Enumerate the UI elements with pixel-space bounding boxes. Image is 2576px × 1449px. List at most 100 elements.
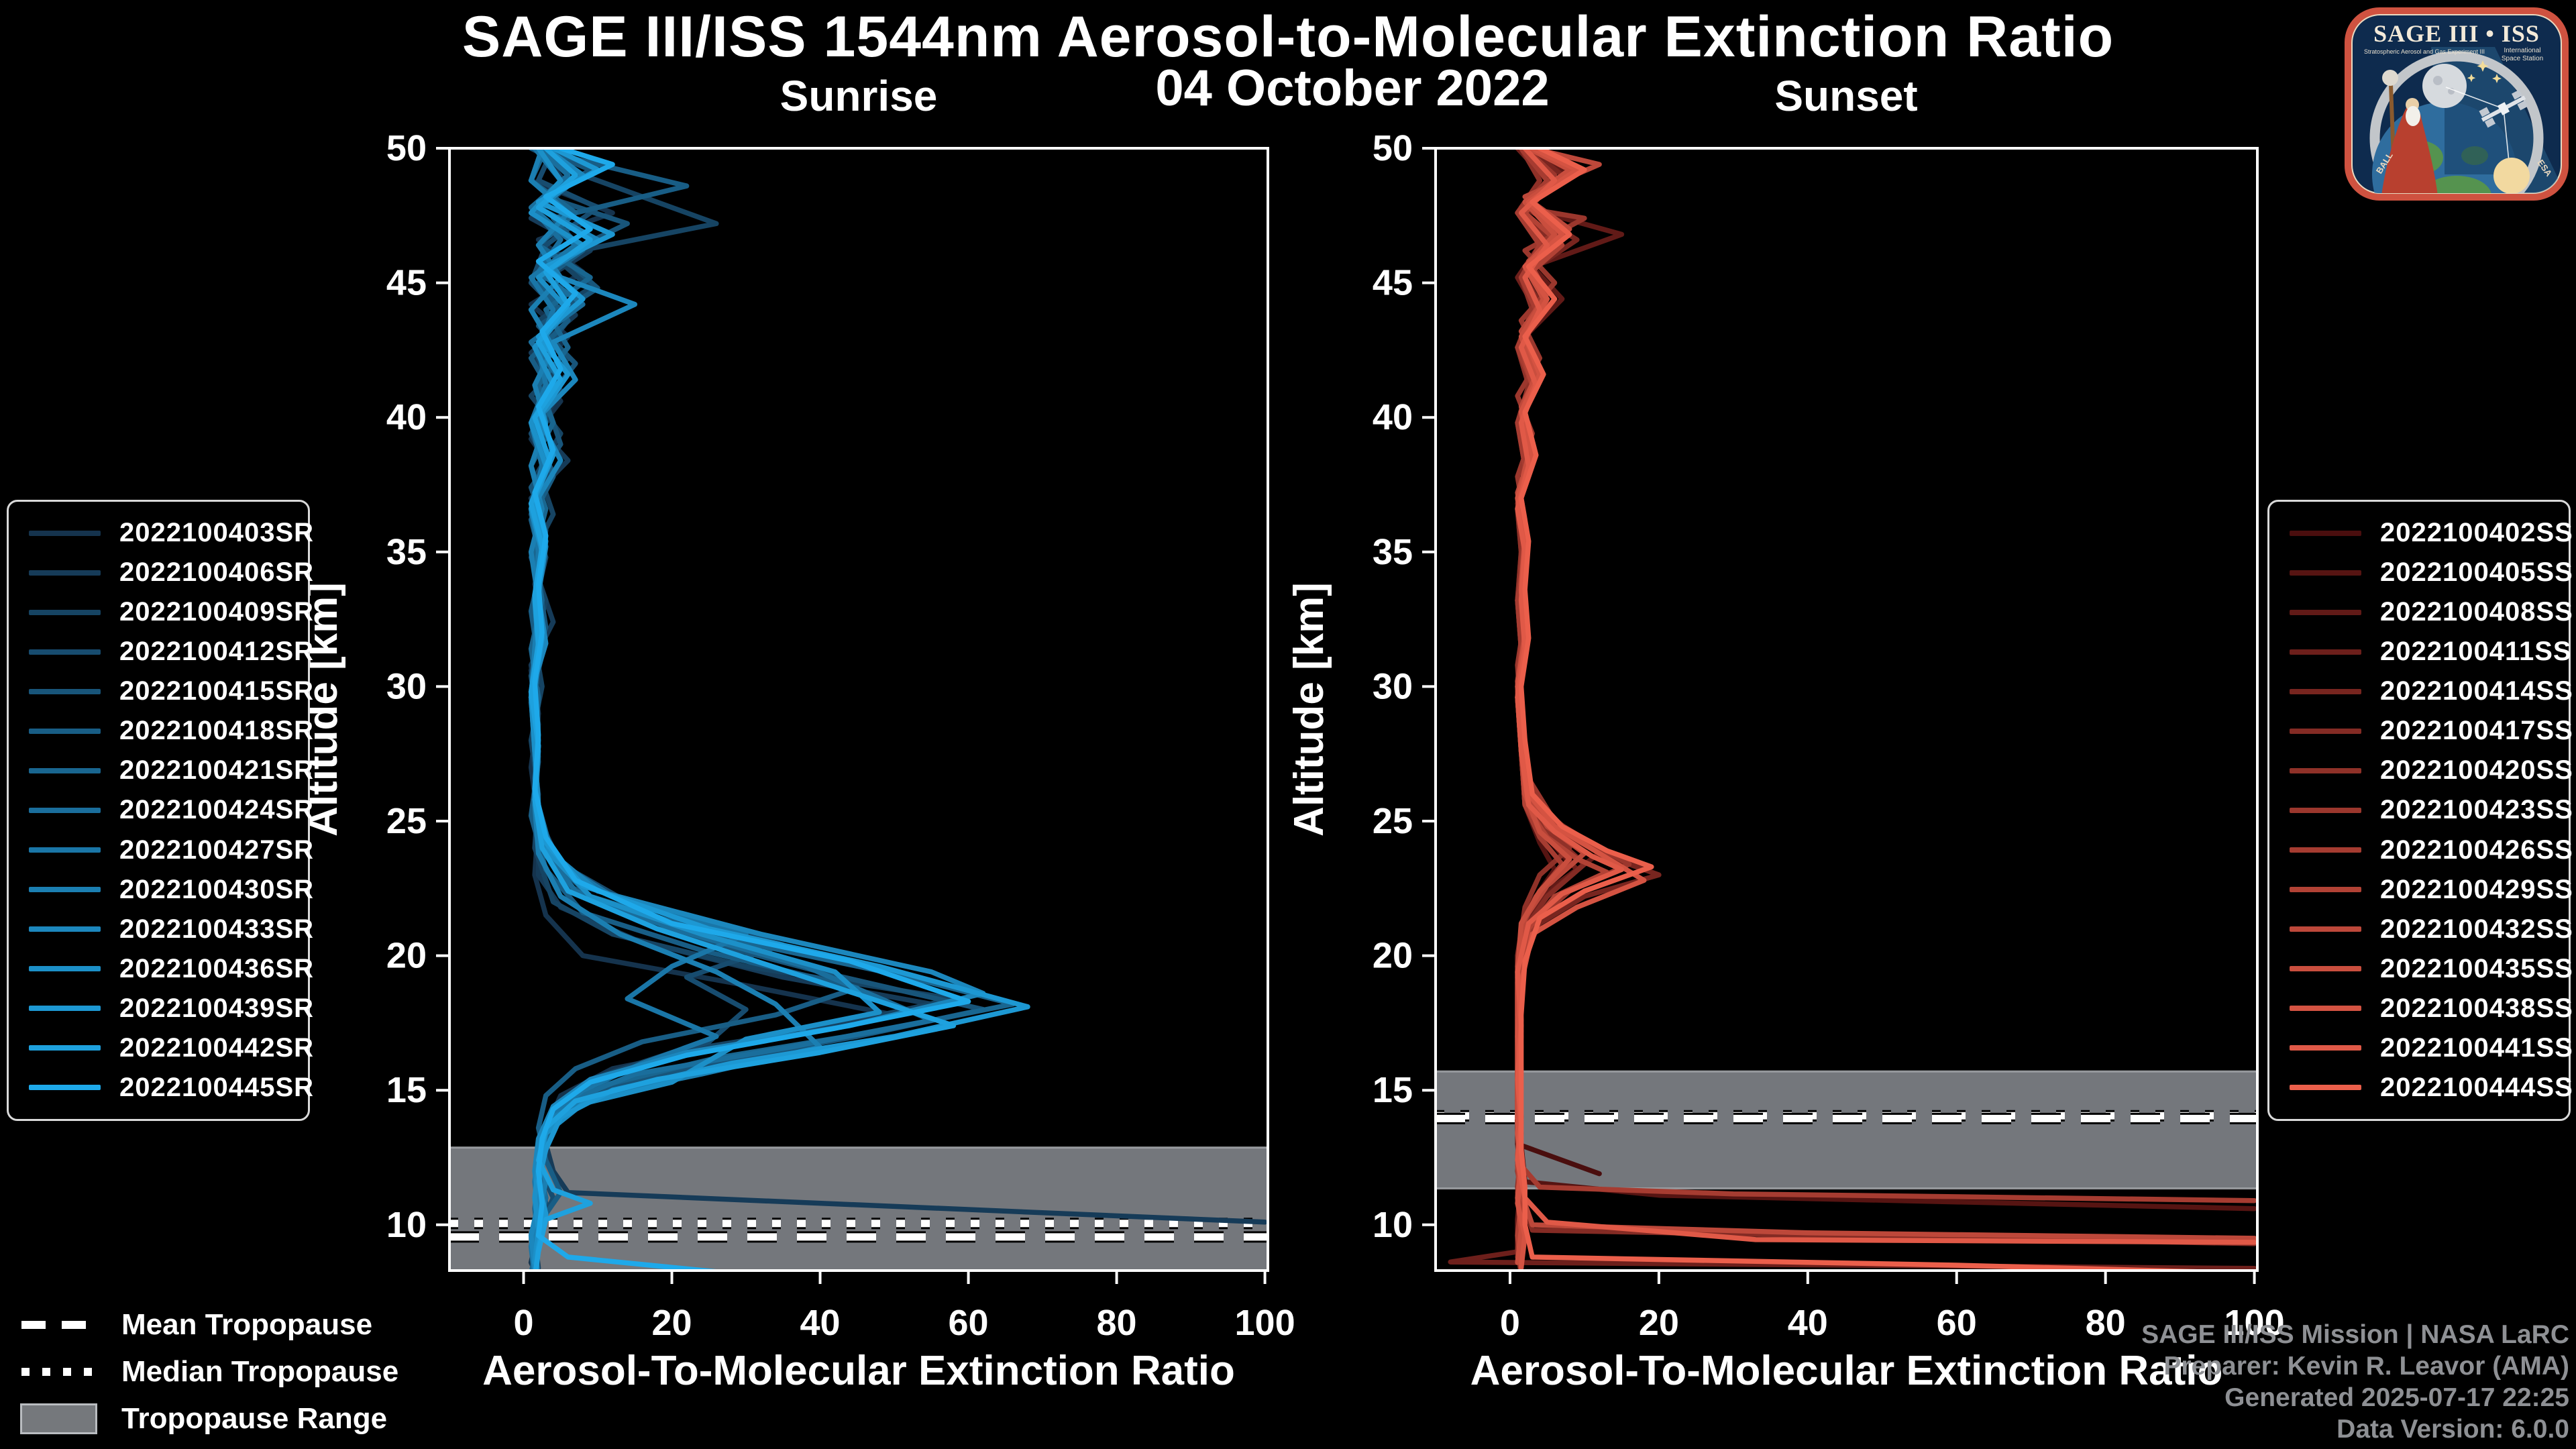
- mean-tropopause-label: Mean Tropopause: [121, 1308, 373, 1341]
- x-tick-label: 60: [949, 1303, 989, 1343]
- legend-item: 2022100444SS: [2290, 1073, 2573, 1103]
- legend-item: 2022100412SR: [29, 637, 313, 667]
- profile-line-2022100415SR: [528, 148, 986, 1271]
- legend-line-swatch-icon: [29, 728, 101, 734]
- legend-label: 2022100432SS: [2380, 914, 2573, 944]
- legend-label: 2022100417SS: [2380, 716, 2573, 746]
- legend-line-swatch-icon: [29, 966, 101, 972]
- x-tick-label: 100: [1235, 1303, 1295, 1343]
- legend-label: 2022100412SR: [119, 637, 315, 667]
- legend-line-swatch-icon: [29, 649, 101, 655]
- figure-title: SAGE III/ISS 1544nm Aerosol-to-Molecular…: [462, 5, 2114, 69]
- x-tick-label: 100: [2224, 1303, 2285, 1343]
- x-tick-label: 80: [2086, 1303, 2126, 1343]
- x-tick-label: 40: [1788, 1303, 1828, 1343]
- median-tropopause-dot-icon: [20, 1367, 97, 1377]
- legend-item: 2022100442SR: [29, 1033, 313, 1063]
- y-tick-label: 30: [386, 666, 427, 706]
- legend-line-swatch-icon: [2290, 728, 2361, 734]
- y-tick-label: 20: [386, 936, 427, 976]
- y-tick-label: 35: [386, 532, 427, 572]
- star-icon: [2477, 60, 2489, 72]
- y-tick-label: 10: [1373, 1205, 1413, 1245]
- legend-label: 2022100406SR: [119, 557, 315, 588]
- tropopause-range-label: Tropopause Range: [121, 1402, 388, 1435]
- legend-item: 2022100429SS: [2290, 875, 2573, 905]
- y-tick-label: 45: [386, 263, 427, 303]
- y-tick-label: 50: [1373, 128, 1413, 168]
- profile-line-2022100445SR: [532, 148, 971, 1271]
- legend-label: 2022100408SS: [2380, 597, 2573, 627]
- attribution-block: SAGE III/ISS Mission | NASA LaRC Prepare…: [2141, 1319, 2569, 1445]
- x-axis-label: Aerosol-To-Molecular Extinction Ratio: [1470, 1348, 2223, 1394]
- legend-label: 2022100435SS: [2380, 953, 2573, 983]
- legend-item: 2022100408SS: [2290, 597, 2573, 627]
- profile-line-2022100403SR: [528, 148, 897, 1271]
- legend-label: 2022100429SS: [2380, 874, 2573, 904]
- tropopause-legend: Mean Tropopause Median Tropopause Tropop…: [20, 1307, 398, 1437]
- legend-line-swatch-icon: [2290, 926, 2361, 932]
- legend-item: 2022100403SR: [29, 518, 313, 548]
- legend-line-swatch-icon: [2290, 767, 2361, 773]
- star-icon: [2467, 74, 2476, 83]
- sunset-legend: 2022100402SS 2022100405SS 2022100408SS 2022…: [2267, 500, 2573, 1121]
- x-tick-label: 60: [1937, 1303, 1977, 1343]
- legend-item: 2022100414SS: [2290, 676, 2573, 706]
- y-tick-label: 15: [1373, 1070, 1413, 1110]
- y-tick-label: 30: [1373, 666, 1413, 706]
- legend-line-swatch-icon: [29, 1006, 101, 1012]
- legend-line-swatch-icon: [2290, 530, 2361, 536]
- attribution-version: Data Version: 6.0.0: [2337, 1415, 2569, 1444]
- legend-line-swatch-icon: [29, 847, 101, 853]
- x-tick-label: 80: [1097, 1303, 1137, 1343]
- legend-label: 2022100403SR: [119, 518, 315, 547]
- legend-item: 2022100409SR: [29, 597, 313, 627]
- legend-line-swatch-icon: [2290, 807, 2361, 813]
- legend-line-swatch-icon: [29, 887, 101, 893]
- attribution-mission: SAGE III/ISS Mission | NASA LaRC: [2141, 1320, 2569, 1349]
- legend-item: 2022100423SS: [2290, 795, 2573, 825]
- legend-item: 2022100417SS: [2290, 716, 2573, 746]
- sage-iii-iss-mission-patch-logo: BALL ESA SAGE III • ISS Stratospheric Ae…: [2345, 7, 2569, 201]
- y-tick-label: 50: [386, 128, 427, 168]
- legend-line-swatch-icon: [2290, 1006, 2361, 1012]
- legend-item: 2022100405SS: [2290, 557, 2573, 588]
- legend-label: 2022100445SR: [119, 1072, 315, 1102]
- y-tick-label: 25: [386, 801, 427, 841]
- legend-label: 2022100405SS: [2380, 557, 2573, 588]
- profile-line-2022100442SR: [528, 148, 957, 1271]
- legend-item: 2022100426SS: [2290, 835, 2573, 865]
- legend-item: 2022100441SS: [2290, 1033, 2573, 1063]
- profile-line-2022100405SS: [1515, 148, 2257, 1212]
- x-tick-label: 40: [800, 1303, 840, 1343]
- legend-item: 2022100438SS: [2290, 994, 2573, 1024]
- legend-line-swatch-icon: [29, 609, 101, 615]
- earth-land: [2422, 176, 2491, 193]
- legend-label: 2022100426SS: [2380, 835, 2573, 865]
- star-icon: [2492, 74, 2502, 83]
- panel-sunrise: 0 20 40 60 80 100 10 15 20 25 30 35 40 45 50 Aerosol-To…: [300, 128, 1295, 1394]
- legend-item: 2022100432SS: [2290, 914, 2573, 945]
- legend-item: 2022100436SR: [29, 954, 313, 984]
- sunrise-panel-title: Sunrise: [780, 72, 938, 120]
- legend-line-swatch-icon: [29, 688, 101, 694]
- legend-line-swatch-icon: [2290, 570, 2361, 576]
- moon: [2422, 64, 2467, 108]
- legend-label: 2022100411SS: [2380, 637, 2572, 667]
- legend-label: 2022100409SR: [119, 597, 315, 627]
- legend-item: 2022100406SR: [29, 557, 313, 588]
- legend-item: 2022100420SS: [2290, 755, 2573, 786]
- legend-item: 2022100435SS: [2290, 954, 2573, 984]
- y-tick-label: 10: [386, 1205, 427, 1245]
- y-tick-label: 25: [1373, 801, 1413, 841]
- wizard-beard: [2406, 106, 2420, 126]
- legend-line-swatch-icon: [2290, 649, 2361, 655]
- legend-line-swatch-icon: [29, 1085, 101, 1091]
- legend-label: 2022100402SS: [2380, 518, 2573, 547]
- earth-shadow: [2445, 102, 2517, 174]
- legend-label: 2022100430SR: [119, 874, 315, 904]
- patch-title: SAGE III • ISS: [2373, 20, 2540, 47]
- legend-label: 2022100439SR: [119, 993, 315, 1023]
- profile-line-2022100444SS: [1518, 148, 2249, 1271]
